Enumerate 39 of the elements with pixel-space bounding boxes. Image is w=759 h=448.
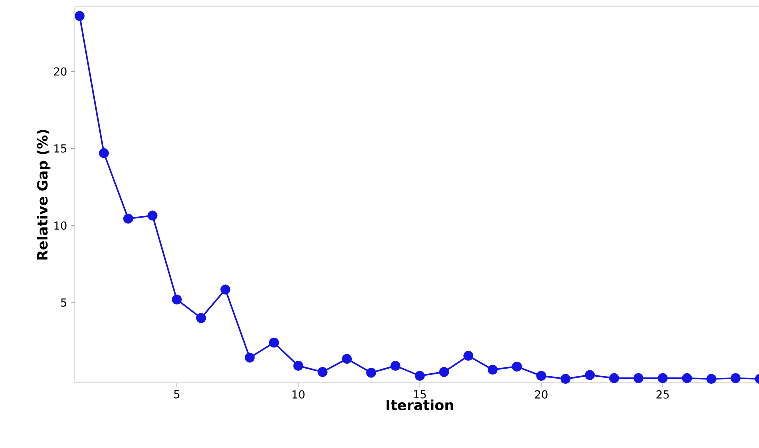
point bbox=[706, 374, 717, 384]
x-tick-label: 5 bbox=[174, 390, 180, 399]
point bbox=[244, 352, 255, 363]
y-tick-label: 15 bbox=[54, 144, 67, 153]
point bbox=[172, 294, 182, 305]
point bbox=[196, 313, 206, 324]
point bbox=[609, 373, 620, 384]
y-tick-label: 20 bbox=[54, 68, 67, 76]
point bbox=[342, 354, 352, 364]
point bbox=[390, 361, 401, 372]
point bbox=[123, 214, 134, 224]
x-tick-label: 10 bbox=[292, 390, 305, 399]
x-tick-label: 20 bbox=[535, 390, 548, 399]
x-tick-label: 25 bbox=[656, 390, 670, 399]
point bbox=[464, 351, 474, 362]
point bbox=[439, 367, 450, 378]
point bbox=[269, 338, 280, 348]
point bbox=[488, 364, 498, 375]
y-tick-label: 5 bbox=[61, 298, 67, 307]
point bbox=[634, 373, 644, 384]
point bbox=[74, 11, 85, 22]
point bbox=[220, 284, 231, 295]
point bbox=[730, 373, 741, 384]
point bbox=[536, 371, 546, 382]
point bbox=[560, 374, 571, 384]
x-axis-title: Iteration bbox=[386, 400, 454, 411]
point bbox=[585, 370, 596, 380]
point bbox=[99, 148, 110, 158]
point bbox=[415, 371, 426, 382]
point bbox=[318, 367, 328, 378]
y-tick-label: 10 bbox=[54, 222, 67, 230]
point bbox=[658, 373, 668, 384]
x-tick-label: 15 bbox=[414, 390, 426, 399]
point bbox=[682, 373, 692, 384]
point bbox=[148, 210, 158, 221]
point bbox=[512, 362, 522, 372]
point bbox=[366, 368, 376, 378]
y-axis-title: Relative Gap (%) bbox=[37, 130, 51, 260]
point bbox=[294, 361, 304, 372]
